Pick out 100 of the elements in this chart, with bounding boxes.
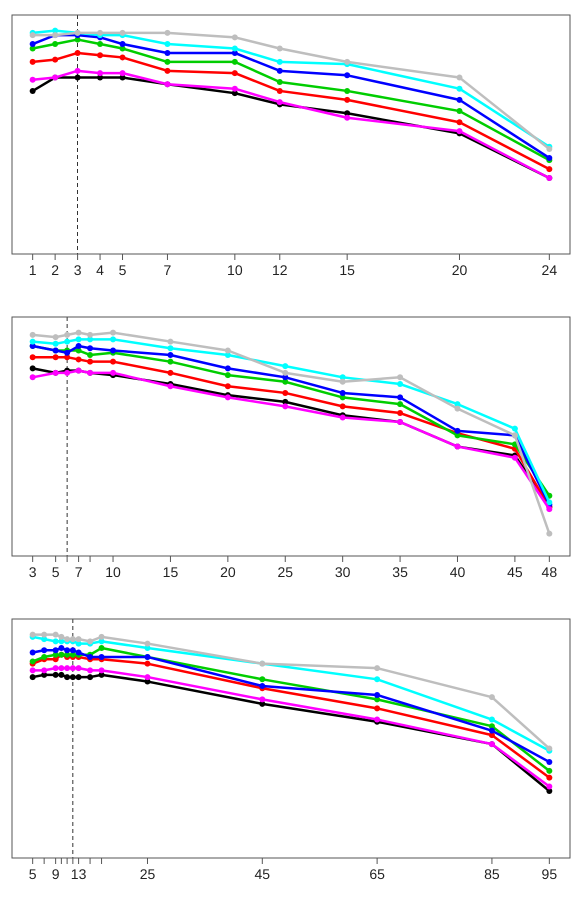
x-tick-label: 5 bbox=[28, 866, 37, 882]
point bbox=[76, 330, 82, 336]
point bbox=[344, 96, 350, 103]
x-tick-label: 1 bbox=[28, 262, 37, 278]
point bbox=[276, 88, 283, 94]
point bbox=[397, 381, 404, 388]
point bbox=[232, 46, 238, 52]
point bbox=[397, 374, 404, 380]
point bbox=[224, 348, 231, 354]
point bbox=[87, 332, 94, 338]
x-tick-label: 7 bbox=[164, 262, 172, 278]
point bbox=[30, 338, 36, 345]
point bbox=[164, 50, 170, 56]
point bbox=[76, 636, 82, 642]
point bbox=[282, 390, 288, 396]
x-tick-label: 5 bbox=[52, 564, 60, 580]
point bbox=[232, 70, 238, 76]
point bbox=[224, 365, 231, 372]
x-tick-label: 15 bbox=[339, 262, 356, 278]
point bbox=[144, 660, 150, 667]
point bbox=[546, 768, 552, 774]
point bbox=[58, 665, 64, 672]
point bbox=[30, 365, 36, 372]
point bbox=[340, 390, 346, 396]
point bbox=[30, 88, 36, 94]
point bbox=[374, 676, 380, 682]
point bbox=[76, 343, 82, 350]
point bbox=[374, 665, 380, 672]
point bbox=[397, 410, 404, 416]
point bbox=[456, 96, 462, 103]
point bbox=[167, 358, 174, 365]
point bbox=[164, 68, 170, 74]
point bbox=[120, 41, 126, 48]
point bbox=[546, 784, 552, 790]
point bbox=[340, 403, 346, 410]
point bbox=[30, 41, 36, 48]
point bbox=[224, 372, 231, 378]
point bbox=[276, 79, 283, 86]
point bbox=[64, 665, 70, 672]
point bbox=[344, 58, 350, 65]
point bbox=[456, 108, 462, 114]
x-tick-label: 25 bbox=[140, 866, 156, 882]
point bbox=[374, 705, 380, 712]
point bbox=[64, 350, 70, 356]
point bbox=[120, 70, 126, 76]
point bbox=[512, 426, 518, 432]
point bbox=[87, 352, 94, 358]
point bbox=[454, 406, 460, 412]
point bbox=[76, 336, 82, 342]
point bbox=[456, 86, 462, 92]
point bbox=[52, 56, 58, 63]
point bbox=[546, 166, 552, 172]
point bbox=[110, 358, 116, 365]
point bbox=[164, 58, 170, 65]
point bbox=[276, 46, 283, 52]
point bbox=[41, 647, 48, 654]
point bbox=[98, 654, 105, 660]
point bbox=[98, 645, 105, 652]
point bbox=[282, 363, 288, 370]
point bbox=[167, 338, 174, 345]
point bbox=[97, 41, 104, 48]
point bbox=[30, 32, 36, 38]
point bbox=[70, 647, 76, 654]
point bbox=[70, 674, 76, 680]
point bbox=[232, 58, 238, 65]
point bbox=[456, 119, 462, 126]
x-tick-label: 5 bbox=[118, 262, 127, 278]
point bbox=[456, 74, 462, 81]
point bbox=[70, 665, 76, 672]
x-tick-label: 85 bbox=[484, 866, 500, 882]
point bbox=[74, 68, 81, 74]
point bbox=[87, 345, 94, 352]
point bbox=[52, 354, 59, 360]
point bbox=[74, 74, 81, 81]
point bbox=[30, 58, 36, 65]
point bbox=[58, 634, 64, 640]
point bbox=[282, 403, 288, 410]
point bbox=[454, 428, 460, 434]
point bbox=[344, 114, 350, 121]
point bbox=[232, 86, 238, 92]
x-tick-label: 24 bbox=[542, 262, 558, 278]
point bbox=[76, 665, 82, 672]
point bbox=[167, 370, 174, 376]
point bbox=[259, 676, 266, 682]
point bbox=[120, 54, 126, 60]
point bbox=[546, 774, 552, 781]
point bbox=[282, 370, 288, 376]
point bbox=[52, 672, 59, 678]
x-tick-label: 20 bbox=[452, 262, 468, 278]
point bbox=[110, 370, 116, 376]
point bbox=[87, 358, 94, 365]
x-tick-label: 30 bbox=[334, 564, 351, 580]
x-tick-label: 15 bbox=[162, 564, 178, 580]
point bbox=[30, 76, 36, 83]
point bbox=[488, 716, 495, 723]
point bbox=[224, 383, 231, 390]
point bbox=[87, 667, 94, 674]
point bbox=[52, 334, 59, 340]
point bbox=[546, 758, 552, 765]
point bbox=[110, 336, 116, 342]
